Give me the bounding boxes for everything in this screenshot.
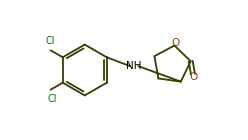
Text: O: O (172, 38, 180, 48)
Text: O: O (189, 72, 198, 82)
Text: NH: NH (126, 61, 142, 71)
Text: Cl: Cl (47, 94, 57, 104)
Text: Cl: Cl (45, 36, 55, 46)
